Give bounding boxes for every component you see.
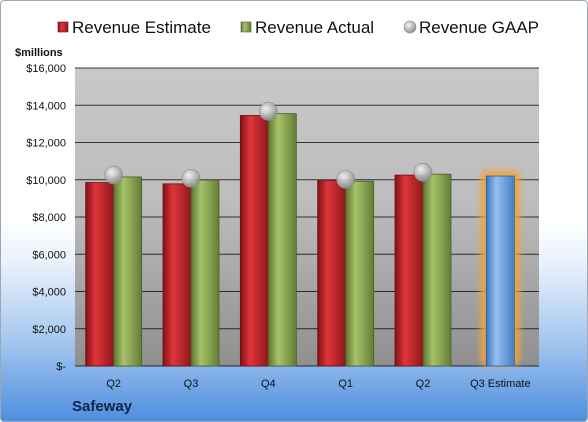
bar-revenue-actual <box>345 180 375 367</box>
bar-revenue-actual <box>190 179 220 367</box>
x-tick-label: Q3 Estimate <box>470 378 531 390</box>
marker-revenue-gaap <box>181 168 201 188</box>
bar-revenue-actual <box>422 173 452 367</box>
legend-label: Revenue Actual <box>255 18 374 37</box>
legend-label: Revenue Estimate <box>72 18 211 37</box>
legend-label: Revenue GAAP <box>419 18 539 37</box>
plot-area: $- $2,000 $4,000 $6,000 $8,000 $10,000 $12,000… <box>26 63 539 390</box>
bar-q3-estimate <box>485 175 515 367</box>
bar-revenue-actual <box>113 176 143 367</box>
company-name: Safeway <box>72 398 133 415</box>
y-tick-label: $2,000 <box>32 324 66 336</box>
legend-swatch <box>57 21 69 33</box>
y-tick-label: $10,000 <box>26 175 66 187</box>
bar-revenue-estimate <box>85 182 115 367</box>
y-tick-label: $- <box>56 361 66 373</box>
bar-revenue-estimate <box>162 183 192 367</box>
bar-revenue-estimate <box>394 174 424 367</box>
marker-revenue-gaap <box>104 165 123 185</box>
marker-revenue-gaap <box>413 163 433 182</box>
y-tick-label: $6,000 <box>32 249 66 261</box>
legend-swatch <box>240 21 252 33</box>
x-tick-label: Q2 <box>416 378 431 390</box>
y-tick-label: $12,000 <box>26 138 66 150</box>
x-tick-label: Q2 <box>106 378 121 390</box>
legend-swatch <box>403 20 417 34</box>
x-tick-label: Q4 <box>261 378 276 390</box>
y-tick-label: $16,000 <box>26 63 66 75</box>
y-tick-label: $4,000 <box>32 287 66 299</box>
x-tick-label: Q3 <box>184 378 199 390</box>
marker-revenue-gaap <box>259 102 278 121</box>
bar-revenue-estimate <box>317 180 347 367</box>
chart-legend: Revenue Estimate Revenue Actual Revenue GA… <box>57 18 539 37</box>
bar-revenue-actual <box>267 113 297 367</box>
y-tick-label: $14,000 <box>26 100 66 112</box>
bar-revenue-estimate <box>239 115 269 367</box>
x-tick-label: Q1 <box>338 378 353 390</box>
marker-revenue-gaap <box>336 170 355 189</box>
y-tick-label: $8,000 <box>32 212 66 224</box>
y-axis-unit-label: $millions <box>15 47 63 59</box>
